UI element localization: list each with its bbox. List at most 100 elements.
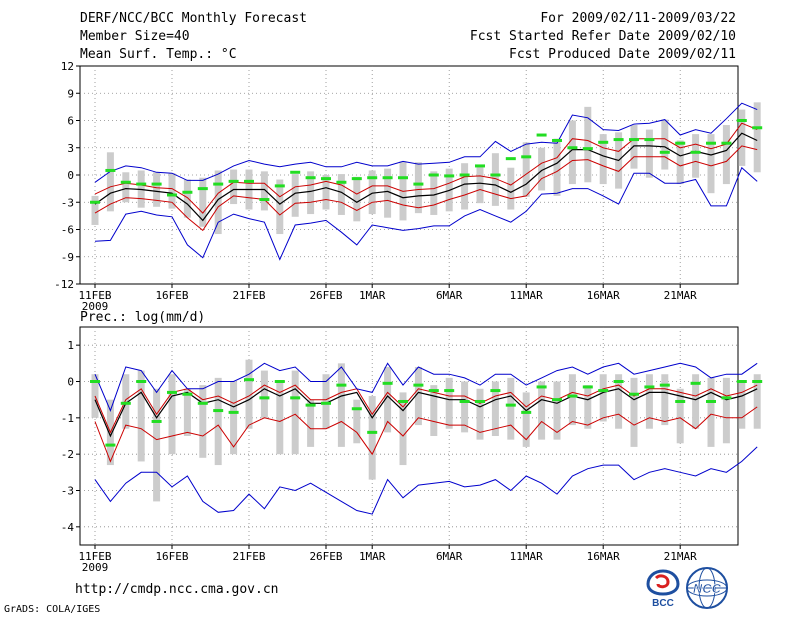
spread-bar (106, 152, 114, 212)
y-tick-label: -3 (61, 485, 74, 498)
x-tick-label: 11MAR (510, 550, 543, 563)
climatology-marker (629, 392, 639, 396)
climatology-marker (321, 177, 331, 181)
ncc-logo: NCC (686, 567, 728, 609)
spread-bar (568, 120, 576, 185)
climatology-marker (367, 430, 378, 434)
spread-bar (522, 142, 530, 197)
climatology-marker (706, 399, 716, 403)
spread-bar (507, 167, 515, 210)
series-max-line (94, 362, 758, 412)
x-tick-label: 1MAR (359, 550, 386, 563)
climatology-marker (336, 180, 347, 184)
spread-bar (337, 363, 345, 447)
x-tick-label: 16FEB (155, 289, 188, 302)
spread-bar (368, 170, 376, 215)
climatology-marker (244, 378, 254, 382)
climatology-marker (736, 380, 747, 383)
climatology-marker (105, 443, 116, 447)
spread-bar (445, 377, 453, 429)
climatology-marker (197, 401, 208, 405)
spread-bar (630, 125, 638, 169)
climatology-marker (398, 176, 408, 180)
climatology-marker (582, 147, 593, 151)
climatology-marker (521, 410, 532, 414)
spread-bar (276, 381, 284, 455)
x-tick-label: 16MAR (587, 550, 620, 563)
climatology-marker (274, 184, 285, 188)
y-tick-label: -1 (61, 412, 74, 425)
series-min-line (94, 102, 758, 183)
climatology-marker (613, 380, 624, 383)
climatology-marker (428, 173, 439, 177)
x-tick-label: 11FEB (78, 289, 111, 302)
spread-bar (461, 163, 469, 210)
spread-bar (307, 171, 315, 215)
x-tick-label: 26FEB (309, 289, 342, 302)
x-tick-label: 11FEB (78, 550, 111, 563)
y-tick-label: -9 (61, 251, 74, 264)
spread-bar (676, 140, 684, 185)
climatology-marker (259, 396, 270, 400)
spread-bar (353, 399, 361, 444)
spread-bar (137, 370, 145, 462)
spread-bar (399, 392, 407, 466)
spread-bar (645, 374, 653, 429)
spread-bar (414, 366, 422, 426)
fcst-produced: Fcst Produced Date 2009/02/11 (509, 47, 736, 62)
spread-bar (491, 381, 499, 436)
spread-bar (661, 119, 669, 170)
chart-title: DERF/NCC/BCC Monthly Forecast (80, 11, 307, 26)
climatology-marker (182, 190, 193, 194)
climatology-marker (413, 182, 424, 186)
spread-bar (584, 385, 592, 429)
spread-bar (384, 168, 392, 218)
member-size: Member Size=40 (80, 29, 190, 44)
climatology-marker (567, 394, 578, 398)
spread-bar (722, 125, 730, 185)
variable-label: Mean Surf. Temp.: °C (80, 47, 237, 62)
spread-bar (291, 174, 299, 217)
spread-bar (245, 359, 253, 429)
climatology-marker (552, 138, 562, 142)
climatology-marker (659, 383, 670, 387)
climatology-marker (736, 119, 747, 122)
climatology-marker (644, 138, 655, 142)
spread-bar (353, 176, 361, 222)
climatology-marker (259, 198, 270, 202)
x-tick-label: 21MAR (664, 550, 697, 563)
climatology-marker (721, 396, 732, 400)
x-tick-label: 16MAR (587, 289, 620, 302)
spread-bar (692, 374, 700, 429)
climatology-marker (505, 157, 516, 161)
climatology-marker (120, 401, 131, 405)
spread-bar (322, 374, 330, 429)
spread-bar (707, 134, 715, 194)
climatology-marker (382, 176, 393, 180)
climatology-marker (752, 126, 763, 130)
climatology-marker (598, 389, 609, 393)
climatology-marker (321, 401, 331, 405)
climatology-marker (398, 399, 408, 403)
climatology-marker (197, 187, 208, 191)
series-lower-line (94, 406, 758, 463)
spread-bar (230, 169, 238, 205)
ncc-logo-text: NCC (693, 581, 722, 596)
spread-bar (738, 381, 746, 429)
climatology-marker (167, 390, 177, 394)
spread-bar (153, 172, 161, 207)
temperature-panel: -12 -9 -6 -3 0 3 6 9 12 11FEB 16FEB 21FEB 26FEB 1MAR 6… (54, 60, 763, 313)
x-year-label: 2009 (82, 300, 109, 313)
spread-bar (522, 392, 530, 447)
footer-url[interactable]: http://cmdp.ncc.cma.gov.cn (75, 582, 279, 597)
climatology-marker (675, 141, 686, 145)
climatology-marker (644, 385, 655, 389)
spread-bar (168, 374, 176, 455)
spread-bar (645, 129, 653, 178)
spread-bar (91, 195, 99, 225)
y-tick-label: -2 (61, 448, 74, 461)
spread-bar (260, 370, 268, 418)
grads-credit: GrADS: COLA/IGES (4, 604, 101, 615)
spread-bar (553, 138, 561, 196)
climatology-marker (567, 146, 578, 150)
